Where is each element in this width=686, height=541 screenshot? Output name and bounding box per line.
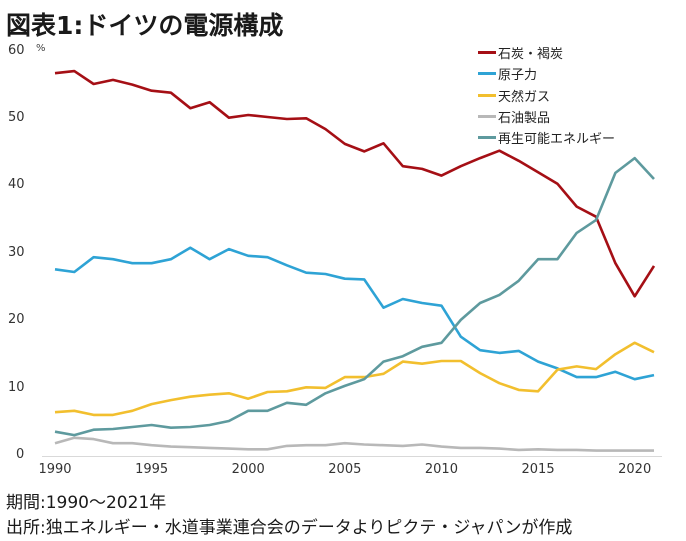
x-tick-label: 2000: [231, 462, 265, 477]
y-tick-label: 60: [8, 42, 25, 58]
series-line-4: [54, 156, 655, 437]
legend-item: 石炭・褐炭: [478, 42, 615, 63]
legend-swatch: [478, 51, 496, 55]
legend-label: 石油製品: [498, 111, 551, 127]
legend-swatch: [478, 93, 496, 97]
x-tick-label: 2005: [328, 462, 362, 477]
chart-title: 図表1:ドイツの電源構成: [6, 11, 284, 40]
legend-label: 石炭・褐炭: [498, 47, 564, 63]
legend-item: 再生可能エネルギー: [478, 127, 615, 148]
y-tick-label: 50: [8, 110, 25, 125]
series-group: [54, 69, 656, 452]
legend-swatch: [478, 136, 496, 140]
legend-item: 石油製品: [478, 106, 615, 127]
legend-label: 原子力: [498, 68, 538, 84]
legend-label: 天然ガス: [498, 89, 551, 105]
y-tick-label: 20: [8, 312, 25, 328]
legend-item: 天然ガス: [478, 85, 615, 106]
series-line-1: [54, 246, 655, 381]
x-tick-label: 1990: [38, 462, 72, 477]
y-tick-label: 40: [8, 177, 25, 193]
source-note: 出所:独エネルギー・水道事業連合会のデータよりピクテ・ジャパンが作成: [6, 518, 573, 538]
y-tick-label: 10: [8, 379, 25, 395]
legend: 石炭・褐炭原子力天然ガス石油製品再生可能エネルギー: [478, 42, 615, 148]
y-tick-label: 30: [8, 244, 25, 260]
y-tick-label: 0: [16, 447, 25, 462]
legend-swatch: [478, 115, 496, 119]
x-tick-label: 2010: [424, 462, 458, 477]
series-line-3: [54, 436, 654, 452]
x-tick-label: 2015: [521, 462, 555, 477]
series-line-0: [54, 69, 656, 298]
legend-swatch: [478, 72, 496, 76]
x-tick-label: 2020: [618, 462, 652, 477]
x-tick-label: 1995: [135, 462, 169, 477]
period-note: 期間:1990～2021年: [6, 493, 167, 513]
legend-item: 原子力: [478, 63, 615, 84]
legend-label: 再生可能エネルギー: [498, 132, 616, 148]
series-line-2: [54, 341, 655, 417]
y-axis-unit: %: [36, 43, 46, 54]
